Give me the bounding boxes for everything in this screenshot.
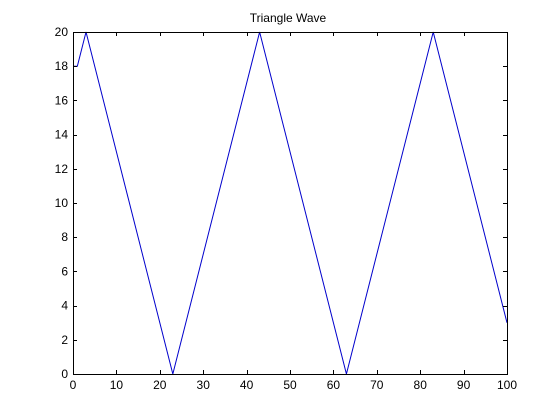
x-tick-label: 80 [414,378,428,392]
x-tick-label: 20 [153,378,167,392]
x-tick-label: 100 [497,378,517,392]
plot-area [73,32,507,374]
y-tick-label: 14 [55,128,69,142]
x-tick-label: 70 [370,378,384,392]
x-tick-label: 0 [70,378,77,392]
x-tick-label: 40 [240,378,254,392]
x-tick-label: 30 [197,378,211,392]
chart-title: Triangle Wave [250,11,327,25]
series-line-0 [73,31,508,375]
tick-layer: 0 10 20 30 40 50 60 70 80 90 100 0 2 4 6 8 10 12 14 16 18 20 [55,25,518,392]
y-tick-label: 0 [61,367,68,381]
x-tick-label: 60 [327,378,341,392]
y-tick-label: 6 [61,264,68,278]
y-tick-label: 8 [61,230,68,244]
x-tick-label: 50 [283,378,297,392]
y-tick-label: 10 [55,196,69,210]
y-tick-label: 4 [61,299,68,313]
x-tick-label: 10 [110,378,124,392]
y-tick-label: 2 [61,333,68,347]
y-tick-label: 16 [55,93,69,107]
x-tick-label: 90 [457,378,471,392]
y-tick-label: 20 [55,25,69,39]
data-layer [73,31,508,375]
y-tick-label: 12 [55,162,69,176]
y-tick-label: 18 [55,59,69,73]
